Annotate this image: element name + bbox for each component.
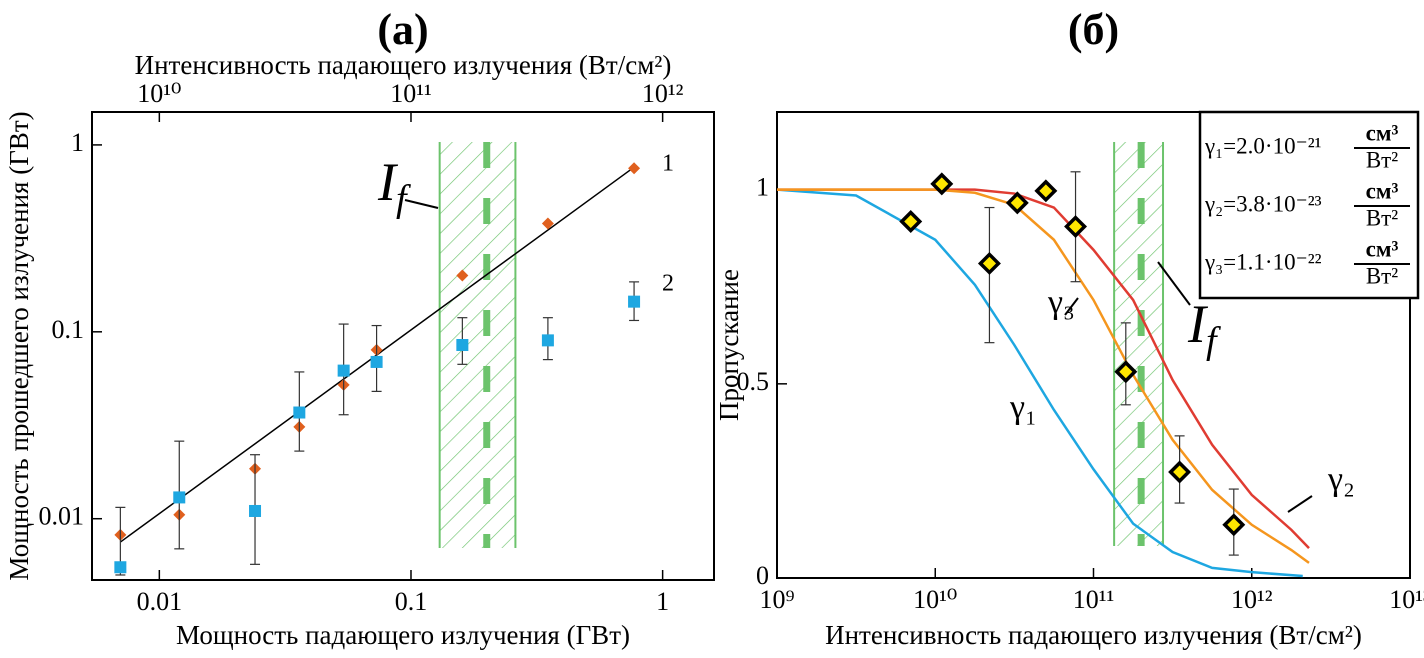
- y-axis-label: Мощность прошедшего излучения (ГВт): [4, 111, 34, 580]
- legend-label: γ₁=2.0·10⁻²¹: [1204, 133, 1322, 158]
- square-marker: [249, 504, 262, 517]
- data-point: [899, 210, 923, 233]
- x-tick-label: 10⁹: [759, 585, 794, 614]
- legend-unit-numerator: см³: [1366, 236, 1399, 261]
- annotation-leader: [404, 199, 439, 209]
- data-point: [1005, 191, 1029, 215]
- annotation-subscript: f: [1206, 320, 1221, 362]
- diamond-marker: [628, 162, 641, 175]
- chart-title: (а): [377, 5, 428, 54]
- square-marker: [337, 364, 350, 377]
- x-tick-label: 10¹¹: [1073, 585, 1115, 614]
- legend-unit-denominator: Вт²: [1366, 205, 1398, 230]
- data-point: [1064, 215, 1088, 239]
- series-label: 1: [662, 151, 674, 177]
- data-point: [1168, 460, 1192, 484]
- y-tick-label: 1: [756, 173, 769, 202]
- plot-frame: [91, 111, 715, 581]
- x-tick-label: 10¹²: [1231, 585, 1273, 614]
- square-marker: [173, 491, 186, 504]
- annotation: If: [377, 152, 411, 219]
- annotation-leader: [1157, 261, 1191, 306]
- legend-unit-numerator: см³: [1366, 120, 1399, 145]
- legend-unit-denominator: Вт²: [1366, 147, 1398, 172]
- data-point: [1034, 179, 1058, 203]
- legend-label: γ₂=3.8·10⁻²³: [1204, 191, 1322, 216]
- y-tick-label: 1: [71, 128, 84, 157]
- curve-label: γ₂: [1327, 461, 1355, 498]
- series-label: 2: [662, 271, 674, 297]
- x2-tick-label: 10¹⁰: [137, 79, 181, 108]
- diamond-marker: [541, 217, 554, 230]
- square-marker: [370, 355, 383, 368]
- square-marker: [114, 561, 127, 574]
- model-curve: [777, 188, 1310, 564]
- x-axis-label: Интенсивность падающего излучения (Вт/см…: [825, 620, 1362, 650]
- annotation-subscript: f: [396, 178, 411, 220]
- annotation: If: [1187, 294, 1221, 361]
- square-marker: [293, 406, 306, 419]
- x-tick-label: 10¹⁰: [913, 585, 957, 614]
- data-point: [1114, 360, 1138, 384]
- data-point: [930, 172, 954, 196]
- data-point: [1222, 513, 1246, 537]
- y-axis-label: Пропускание: [714, 269, 744, 421]
- curve-label-leader: [1064, 297, 1079, 316]
- y-tick-label: 0: [756, 561, 769, 590]
- square-marker: [628, 295, 641, 308]
- legend-label: γ₃=1.1·10⁻²²: [1204, 249, 1322, 274]
- chart-title: (б): [1068, 5, 1119, 54]
- x-tick-label: 0.1: [395, 587, 428, 616]
- data-point: [977, 251, 1001, 275]
- y-tick-label: 0.5: [737, 367, 770, 396]
- x-axis-label: Мощность падающего излучения (ГВт): [176, 620, 630, 650]
- square-marker: [541, 334, 554, 347]
- x2-axis-label: Интенсивность падающего излучения (Вт/см…: [135, 50, 672, 80]
- curve-label: γ₁: [1009, 389, 1037, 426]
- model-curve: [777, 188, 1310, 549]
- x2-tick-label: 10¹²: [642, 79, 684, 108]
- model-curve: [776, 188, 1303, 578]
- legend-unit-denominator: Вт²: [1366, 263, 1398, 288]
- square-marker: [456, 339, 469, 352]
- legend-unit-numerator: см³: [1366, 178, 1399, 203]
- diamond-marker: [456, 269, 469, 282]
- hatched-band: [439, 142, 516, 548]
- x-tick-label: 1: [656, 587, 669, 616]
- x-tick-label: 10¹³: [1389, 585, 1424, 614]
- x-tick-label: 0.01: [137, 587, 183, 616]
- y-tick-label: 0.01: [39, 502, 85, 531]
- x2-tick-label: 10¹¹: [390, 79, 432, 108]
- y-tick-label: 0.1: [52, 315, 85, 344]
- annotation-text: I: [377, 152, 399, 212]
- curve-label: γ₃: [1047, 284, 1075, 321]
- annotation-text: I: [1187, 294, 1209, 354]
- curve-label-leader: [1287, 495, 1313, 513]
